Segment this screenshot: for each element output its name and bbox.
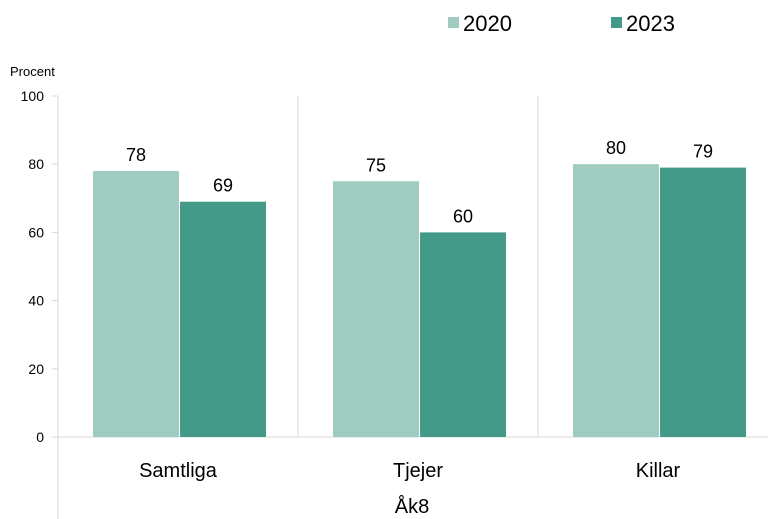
data-label: 79 [693,142,713,162]
category-label-tjejer: Tjejer [393,460,443,482]
legend-label-2020: 2020 [463,11,512,36]
y-tick-label: 100 [21,88,45,104]
bar-2020-samtliga [93,171,179,437]
y-tick-label: 60 [28,224,44,240]
category-label-killar: Killar [636,460,681,482]
data-label: 78 [126,145,146,165]
bar-2020-tjejer [333,181,419,437]
bar-2020-killar [573,164,659,437]
bar-2023-tjejer [420,232,506,437]
bars [93,164,746,438]
legend: 2020 2023 [448,11,675,36]
bar-2023-killar [660,167,746,438]
legend-label-2023: 2023 [626,11,675,36]
legend-swatch-2020 [448,17,459,28]
x-axis-group-label: Åk8 [395,495,429,518]
y-tick-label: 40 [28,293,44,309]
data-label: 69 [213,176,233,196]
data-label: 75 [366,155,386,175]
data-label: 60 [453,206,473,226]
y-axis-label: Procent [10,64,55,79]
legend-swatch-2023 [611,17,622,28]
y-tick-label: 20 [28,361,44,377]
data-labels: 78 69 Samtliga 75 60 Tjejer 80 79 Killar [126,138,713,482]
bar-2023-samtliga [180,201,266,437]
y-tick-label: 0 [36,429,44,445]
data-label: 80 [606,138,626,158]
category-label-samtliga: Samtliga [139,460,218,482]
y-tick-label: 80 [28,156,44,172]
